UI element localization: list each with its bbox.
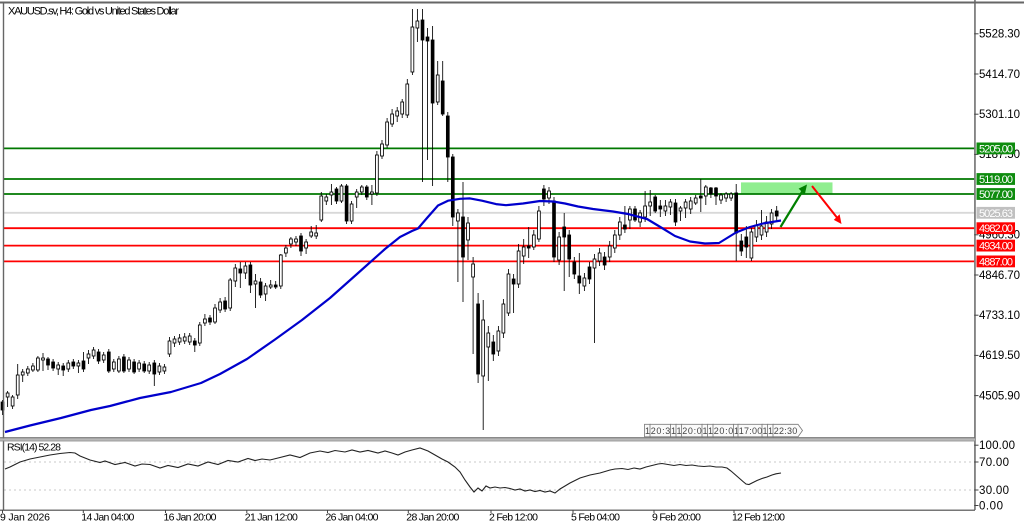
svg-text:17:00: 17:00 [739,426,763,436]
svg-text:5077.00: 5077.00 [979,189,1013,201]
svg-text:14 Jan 04:00: 14 Jan 04:00 [81,512,134,524]
svg-text:70.00: 70.00 [979,457,1009,469]
svg-text:26 Jan 04:00: 26 Jan 04:00 [326,512,379,524]
svg-text:XAUUSD.sv, H4: Gold vs United: XAUUSD.sv, H4: Gold vs United States Dol… [8,6,179,18]
svg-text:1: 1 [734,426,739,436]
svg-text:4934.00: 4934.00 [979,241,1013,253]
svg-text:0.00: 0.00 [979,500,1003,512]
svg-text:1: 1 [645,426,650,436]
svg-text:5414.70: 5414.70 [979,69,1020,81]
svg-text:1: 1 [762,426,767,436]
svg-text:RSI(14) 52.28: RSI(14) 52.28 [7,442,61,454]
svg-text:28 Jan 20:00: 28 Jan 20:00 [406,512,459,524]
svg-text:22:30: 22:30 [774,426,798,436]
svg-text:16 Jan 20:00: 16 Jan 20:00 [164,512,217,524]
svg-text:20:0: 20:0 [682,426,702,436]
svg-text:20:0: 20:0 [714,426,734,436]
svg-text:4505.90: 4505.90 [979,390,1020,402]
svg-text:4733.10: 4733.10 [979,310,1020,322]
svg-text:5 Feb 04:00: 5 Feb 04:00 [571,512,620,524]
svg-text:5119.00: 5119.00 [979,174,1013,186]
svg-text:12 Feb 12:00: 12 Feb 12:00 [732,512,785,524]
svg-text:21 Jan 12:00: 21 Jan 12:00 [245,512,298,524]
svg-text:4619.50: 4619.50 [979,350,1020,362]
svg-text:1: 1 [768,426,773,436]
svg-text:1: 1 [671,426,676,436]
svg-text:9 Feb 20:00: 9 Feb 20:00 [652,512,701,524]
svg-text:2 Feb 12:00: 2 Feb 12:00 [489,512,538,524]
svg-text:100.00: 100.00 [979,440,1015,452]
svg-text:5528.30: 5528.30 [979,29,1020,41]
svg-text:20:3: 20:3 [651,426,671,436]
svg-text:5301.10: 5301.10 [979,109,1020,121]
svg-text:1: 1 [708,426,713,436]
svg-text:5025.63: 5025.63 [979,208,1013,220]
svg-text:4887.00: 4887.00 [979,256,1013,268]
svg-text:1: 1 [676,426,681,436]
svg-text:4846.70: 4846.70 [979,270,1020,282]
svg-text:4982.00: 4982.00 [979,223,1013,235]
svg-text:30.00: 30.00 [979,485,1009,497]
svg-text:9 Jan 2026: 9 Jan 2026 [0,512,50,524]
svg-text:5205.00: 5205.00 [979,143,1013,155]
svg-text:1: 1 [702,426,707,436]
